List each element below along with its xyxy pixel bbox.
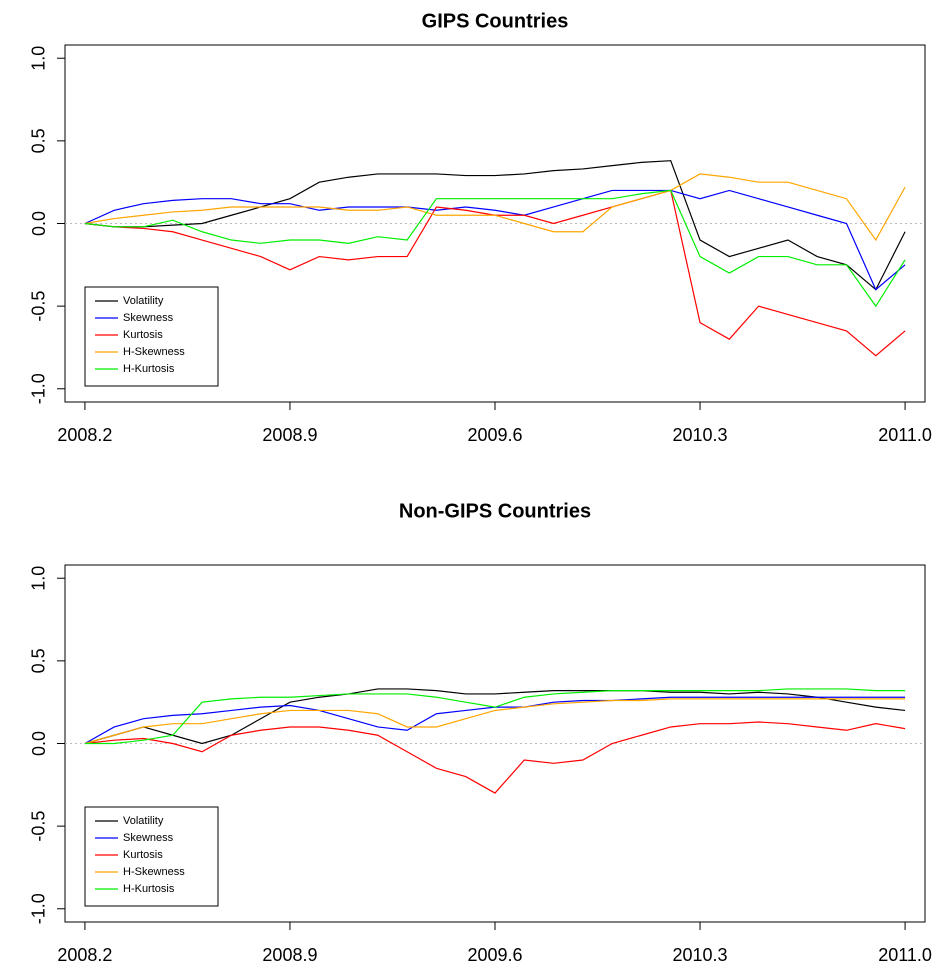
x-tick-label: 2008.2 <box>57 425 112 445</box>
legend-label: Kurtosis <box>123 849 163 861</box>
x-tick-label: 2008.2 <box>57 945 112 965</box>
data-line <box>84 721 906 794</box>
x-tick-label: 2010.3 <box>673 945 728 965</box>
x-tick-label: 2008.9 <box>262 425 317 445</box>
y-tick-label: -1.0 <box>29 893 49 924</box>
chart-title: Non-GIPS Countries <box>399 500 591 522</box>
data-line <box>84 160 906 291</box>
x-tick-label: 2011.0 <box>878 425 932 445</box>
x-tick-label: 2008.9 <box>262 945 317 965</box>
data-line <box>84 688 906 745</box>
y-tick-label: 1.0 <box>29 46 49 71</box>
legend-label: H-Kurtosis <box>123 363 175 375</box>
data-line <box>84 189 906 308</box>
y-tick-label: -0.5 <box>29 811 49 842</box>
legend-label: Volatility <box>123 815 164 827</box>
x-tick-label: 2009.6 <box>467 425 522 445</box>
x-tick-label: 2010.3 <box>673 425 728 445</box>
legend-label: H-Skewness <box>123 866 185 878</box>
y-tick-label: 0.5 <box>29 128 49 153</box>
y-tick-label: -0.5 <box>29 291 49 322</box>
y-tick-label: 0.5 <box>29 648 49 673</box>
data-line <box>84 698 906 745</box>
data-line <box>84 173 906 242</box>
x-tick-label: 2009.6 <box>467 945 522 965</box>
data-line <box>84 688 906 745</box>
legend-label: Skewness <box>123 312 174 324</box>
legend-label: Kurtosis <box>123 329 163 341</box>
chart-title: GIPS Countries <box>422 10 569 32</box>
legend-label: H-Kurtosis <box>123 883 175 895</box>
legend-label: Volatility <box>123 295 164 307</box>
data-line <box>84 189 906 291</box>
legend-label: H-Skewness <box>123 346 185 358</box>
y-tick-label: -1.0 <box>29 373 49 404</box>
y-tick-label: 0.0 <box>29 211 49 236</box>
x-tick-label: 2011.0 <box>878 945 932 965</box>
y-tick-label: 0.0 <box>29 731 49 756</box>
legend-label: Skewness <box>123 832 174 844</box>
data-line <box>84 696 906 745</box>
y-tick-label: 1.0 <box>29 566 49 591</box>
